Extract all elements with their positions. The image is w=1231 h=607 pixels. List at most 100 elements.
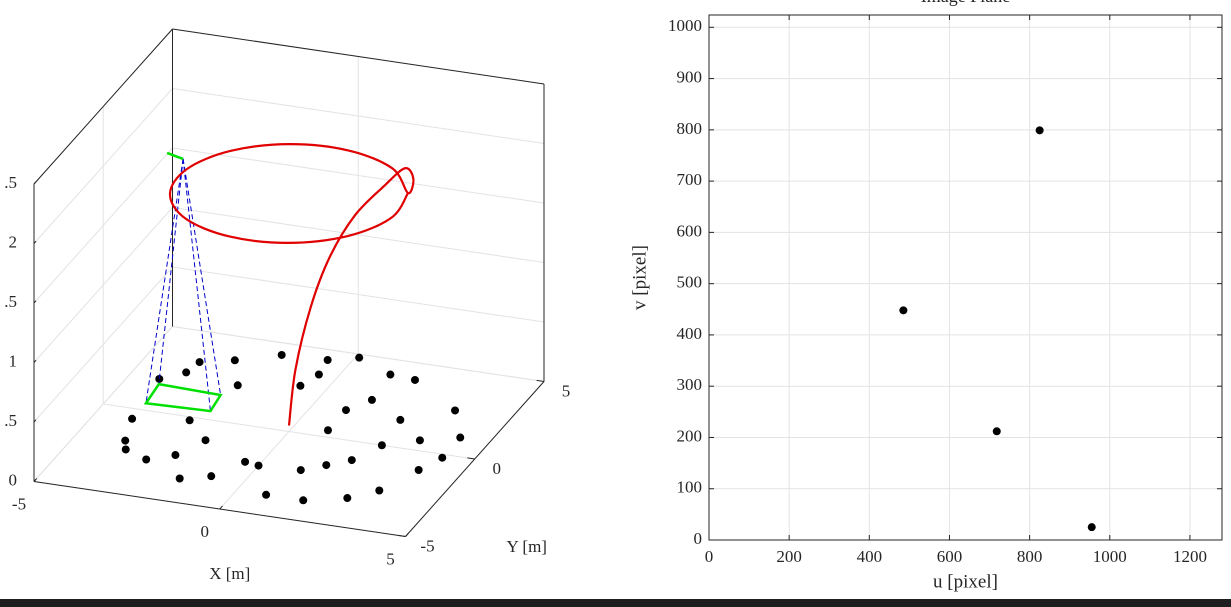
x-tick-label: 1000: [1093, 547, 1127, 566]
grid-line: [33, 147, 173, 304]
camera-footprint: [143, 382, 223, 413]
ground-point: [456, 433, 465, 442]
z-tick-label: .5: [4, 411, 17, 430]
trajectory: [168, 143, 415, 426]
tick-mark: [397, 534, 406, 537]
ground-point: [438, 453, 447, 462]
y-tick-label: 600: [677, 221, 703, 240]
z-tick-label: .5: [4, 173, 17, 192]
tick-mark: [467, 457, 475, 460]
left-axes: -5 0 5 -5 0 5 0 .5 1 .5 2 .5 X [m] Y [m]: [4, 28, 571, 583]
y-tick-label: 500: [677, 273, 703, 292]
ground-point: [367, 395, 376, 404]
ground-point: [377, 441, 386, 450]
ground-point: [343, 494, 352, 503]
camera-ray: [182, 158, 211, 412]
y-tick-label: 0: [493, 459, 502, 478]
y-axis-label: v [pixel]: [629, 245, 650, 310]
ground-point: [121, 436, 130, 445]
window-bar: [0, 599, 1231, 607]
tick-mark: [33, 240, 37, 244]
tick-mark: [33, 478, 37, 482]
y-tick-label: 100: [677, 478, 703, 497]
z-tick-label: 1: [9, 351, 18, 370]
ground-point: [277, 350, 286, 359]
point: [992, 427, 1001, 436]
camera-ray: [158, 158, 184, 385]
tick-mark: [33, 359, 37, 363]
x-axis-label: u [pixel]: [933, 571, 998, 592]
ground-point: [299, 496, 308, 505]
y-tick-label: 200: [677, 426, 703, 445]
x-tick-label: 600: [937, 547, 963, 566]
grid-line: [172, 266, 545, 323]
grid-line: [33, 266, 173, 423]
y-axis-label: Y [m]: [507, 537, 547, 556]
grid-line: [172, 207, 545, 263]
camera-ray: [145, 158, 184, 404]
x-tick-label: 1200: [1173, 547, 1207, 566]
ground-point: [386, 370, 395, 379]
grid-line: [172, 147, 545, 204]
x-tick-label: -5: [12, 494, 26, 513]
ground-point: [414, 466, 423, 474]
ground-point: [185, 416, 194, 425]
ground-point: [396, 415, 405, 424]
y-tick-label: 5: [562, 381, 571, 400]
ground-point: [171, 451, 180, 460]
ground-point: [296, 466, 305, 475]
ground-point: [355, 353, 364, 362]
x-tick-label: 800: [1017, 547, 1043, 566]
ground-point: [347, 456, 356, 465]
ground-point: [296, 381, 305, 390]
ground-point: [451, 406, 460, 415]
tick-mark: [33, 419, 37, 423]
point: [1087, 523, 1096, 532]
tick-mark: [405, 533, 409, 537]
ground-point: [233, 381, 242, 390]
ground-point: [142, 455, 151, 464]
x-axis-label: X [m]: [209, 564, 250, 583]
y-tick-label: -5: [420, 536, 434, 555]
ground-point: [175, 474, 184, 483]
grid-line: [33, 326, 173, 482]
grid-line: [33, 207, 173, 363]
ground-point: [262, 490, 271, 499]
y-tick-label: 400: [677, 324, 703, 343]
ground-point: [341, 406, 350, 415]
y-tick-label: 300: [677, 375, 703, 394]
tick-mark: [33, 181, 37, 185]
ground-point: [195, 358, 204, 367]
ground-point: [207, 472, 216, 481]
ground-point: [322, 461, 331, 470]
x-tick-label: 400: [857, 547, 883, 566]
x-tick-label: 5: [386, 549, 395, 568]
plot-frame: [708, 14, 1223, 541]
y-tick-label: 900: [677, 67, 703, 86]
ground-point: [155, 374, 164, 383]
camera: [166, 151, 184, 161]
chart-title: Image Plane: [921, 0, 1010, 6]
ground-point: [128, 414, 137, 423]
point: [1035, 126, 1044, 135]
ground-point: [410, 375, 419, 384]
ground-point: [241, 457, 250, 466]
x-tick-label: 0: [705, 547, 714, 566]
ground-point: [323, 426, 332, 435]
y-tick-label: 0: [694, 529, 703, 548]
z-tick-label: 2: [9, 232, 18, 251]
axis-line: [33, 28, 173, 185]
axis-line: [172, 28, 545, 85]
y-tick-label: 1000: [668, 16, 702, 35]
grid-line: [33, 88, 173, 244]
ground-point: [375, 486, 384, 495]
z-tick-label: .5: [4, 292, 17, 311]
tick-mark: [33, 300, 37, 304]
ground-point: [314, 370, 323, 379]
x-tick-label: 200: [776, 547, 802, 566]
point: [899, 306, 908, 315]
grid-line: [103, 403, 475, 460]
z-tick-label: 0: [9, 470, 18, 489]
